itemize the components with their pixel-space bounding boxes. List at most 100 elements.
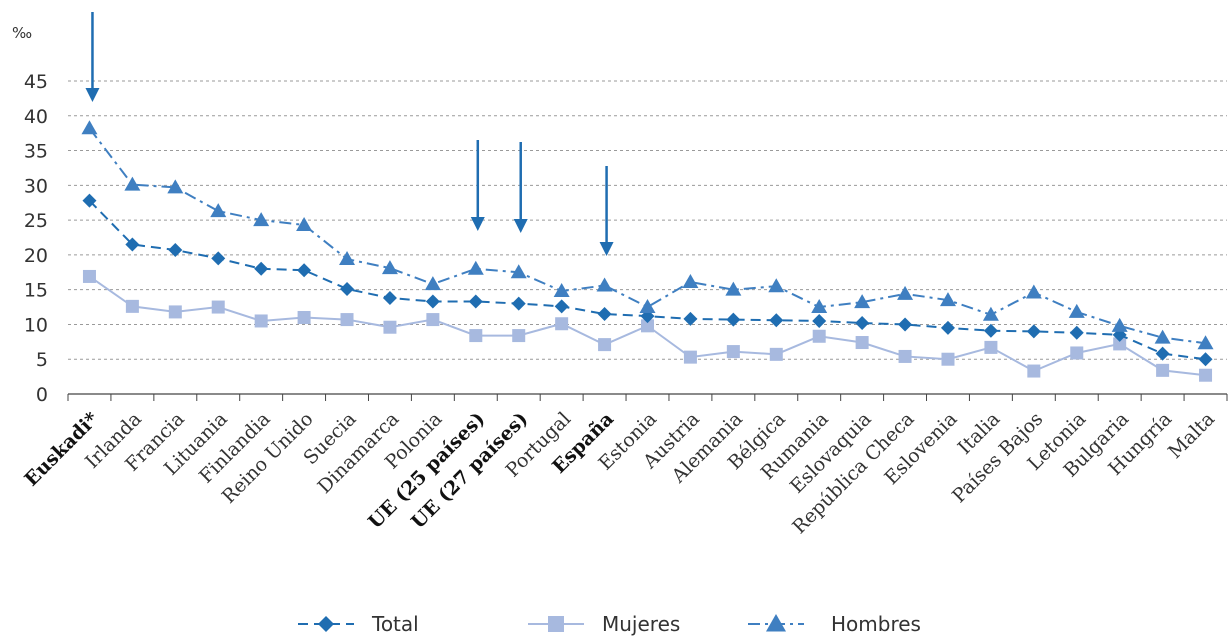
data-point-hombres: [854, 294, 871, 309]
data-point-hombres: [381, 260, 398, 275]
arrow-head: [513, 219, 528, 233]
data-point-total: [1069, 325, 1084, 340]
y-tick-label: 0: [36, 384, 48, 406]
series-mujeres: [82, 269, 1213, 382]
data-point-total: [855, 316, 870, 331]
data-point-mujeres: [548, 616, 564, 632]
y-tick-label: 15: [24, 280, 48, 302]
data-point-mujeres: [898, 349, 912, 363]
data-point-total: [168, 243, 183, 258]
data-point-total: [254, 261, 269, 276]
arrow-head: [599, 242, 614, 256]
data-point-hombres: [725, 281, 742, 296]
data-point-hombres: [982, 306, 999, 321]
data-point-hombres: [639, 299, 656, 314]
data-point-mujeres: [641, 319, 654, 333]
data-point-total: [554, 299, 569, 314]
data-point-mujeres: [211, 300, 225, 314]
data-point-mujeres: [426, 313, 440, 327]
data-point-hombres: [811, 299, 828, 314]
data-point-hombres: [424, 276, 441, 291]
legend-item-mujeres: Mujeres: [528, 612, 680, 636]
data-point-total: [511, 296, 526, 311]
data-point-hombres: [167, 179, 184, 194]
data-point-hombres: [1068, 303, 1085, 318]
arrow-down-icon: [599, 166, 614, 256]
data-point-hombres: [939, 292, 956, 307]
data-point-mujeres: [469, 329, 483, 343]
data-point-hombres: [1197, 335, 1214, 350]
legend: Total Mujeres Hombres: [298, 612, 921, 636]
data-point-hombres: [510, 264, 527, 279]
data-point-hombres: [210, 203, 227, 218]
data-point-mujeres: [168, 305, 182, 319]
arrow-down-icon: [470, 140, 485, 231]
data-point-total: [683, 311, 698, 326]
y-tick-label: 40: [24, 106, 48, 128]
data-point-hombres: [1025, 284, 1042, 299]
series-total: [82, 193, 1213, 367]
data-point-hombres: [897, 285, 914, 300]
arrow-head: [470, 217, 485, 231]
legend-item-total: Total: [298, 612, 419, 636]
data-point-mujeres: [82, 269, 96, 283]
series-hombres: [81, 120, 1214, 350]
arrow-down-icon: [513, 142, 528, 233]
data-point-total: [1155, 346, 1170, 361]
data-point-total: [425, 294, 440, 309]
data-point-mujeres: [726, 345, 740, 359]
data-point-total: [125, 237, 140, 252]
data-point-hombres: [253, 212, 270, 227]
data-point-hombres: [1154, 329, 1171, 344]
data-point-mujeres: [812, 329, 826, 343]
data-point-mujeres: [383, 320, 397, 334]
data-point-hombres: [467, 260, 484, 275]
data-point-mujeres: [1113, 337, 1127, 351]
data-point-hombres: [81, 120, 98, 135]
data-point-total: [940, 320, 955, 335]
data-point-mujeres: [984, 340, 998, 354]
data-point-total: [983, 323, 998, 338]
data-point-total: [769, 313, 784, 328]
legend-label: Total: [371, 612, 419, 636]
data-point-mujeres: [683, 350, 697, 364]
legend-label: Mujeres: [602, 612, 680, 636]
data-point-total: [297, 263, 312, 278]
data-point-total: [597, 307, 612, 322]
data-point-total: [1026, 324, 1041, 339]
data-point-hombres: [553, 283, 570, 298]
legend-label: Hombres: [831, 612, 921, 636]
data-point-mujeres: [297, 310, 311, 324]
data-point-total: [812, 313, 827, 328]
data-point-mujeres: [855, 336, 869, 350]
data-point-total: [340, 281, 355, 296]
data-point-total: [211, 251, 226, 266]
data-point-mujeres: [598, 338, 612, 352]
y-tick-label: 45: [24, 71, 48, 93]
data-point-mujeres: [941, 352, 955, 366]
y-tick-label: 35: [24, 141, 48, 163]
arrow-down-icon: [85, 12, 100, 102]
annotation-arrows: [85, 12, 614, 256]
data-point-hombres: [768, 278, 785, 293]
data-point-total: [82, 193, 97, 208]
y-tick-label: 20: [24, 245, 48, 267]
data-point-total: [318, 616, 334, 632]
axes: ‰051015202530354045Euskadi*IrlandaFranci…: [12, 24, 1228, 538]
data-point-total: [468, 294, 483, 309]
data-point-total: [382, 291, 397, 306]
arrow-head: [85, 88, 100, 102]
data-point-mujeres: [254, 314, 268, 328]
data-point-mujeres: [1156, 363, 1170, 377]
data-point-hombres: [766, 614, 786, 632]
legend-item-hombres: Hombres: [748, 612, 921, 636]
series-layer: [81, 120, 1214, 382]
data-point-mujeres: [1070, 346, 1084, 360]
y-tick-label: 25: [24, 210, 48, 232]
data-point-hombres: [296, 216, 313, 231]
data-point-mujeres: [340, 313, 354, 327]
data-point-mujeres: [512, 329, 526, 343]
data-point-hombres: [124, 176, 141, 191]
y-tick-label: 10: [24, 314, 48, 336]
